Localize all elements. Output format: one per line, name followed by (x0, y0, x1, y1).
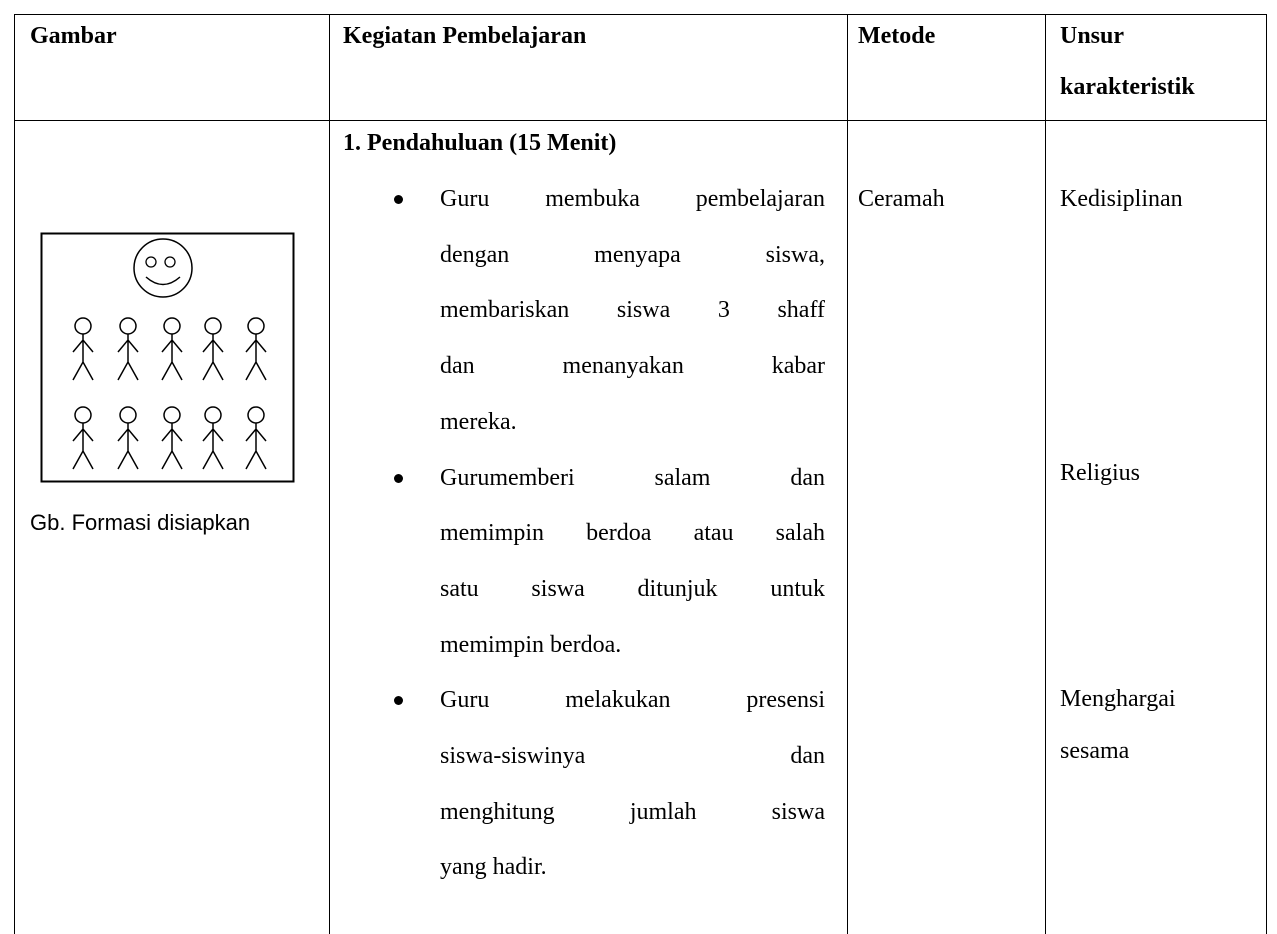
text: Guru membuka pembelajaran (440, 186, 825, 212)
border (329, 14, 330, 934)
text: 1. Pendahuluan (15 Menit) (343, 130, 617, 156)
text: Menghargai (1060, 686, 1176, 712)
bullet (394, 473, 403, 483)
text: karakteristik (1060, 74, 1195, 100)
border (1266, 14, 1267, 934)
text: Guru melakukan presensi (440, 687, 825, 714)
text: Kedisiplinan (1060, 186, 1183, 212)
text: memimpin berdoa atau salah (440, 520, 825, 547)
text: siswa-siswinya dan (440, 743, 825, 769)
bullet (394, 195, 403, 204)
text: Metode (858, 23, 936, 49)
text: dengan menyapa siswa, (440, 241, 825, 268)
bullet (394, 696, 403, 706)
formation-image (40, 232, 295, 483)
border (14, 120, 1267, 121)
text: Religius (1060, 460, 1141, 486)
text: dan menanyakan kabar (440, 353, 825, 380)
text: Kegiatan Pembelajaran (343, 23, 587, 49)
text: Ceramah (858, 186, 945, 212)
text: Unsur (1060, 23, 1125, 49)
border (14, 14, 1267, 15)
text: memimpin berdoa. (440, 631, 622, 658)
text: Gambar (30, 23, 117, 49)
border (14, 14, 15, 934)
text: Gurumemberi salam dan (440, 464, 825, 491)
text: satu siswa ditunjuk untuk (440, 575, 825, 602)
border (847, 14, 848, 934)
text: Gb. Formasi disiapkan (30, 510, 251, 535)
text: yang hadir. (440, 854, 547, 881)
text: sesama (1060, 738, 1130, 764)
text: mereka. (440, 408, 517, 435)
text: menghitung jumlah siswa (440, 798, 825, 825)
border (1045, 14, 1046, 934)
text: membariskan siswa 3 shaff (440, 297, 825, 324)
